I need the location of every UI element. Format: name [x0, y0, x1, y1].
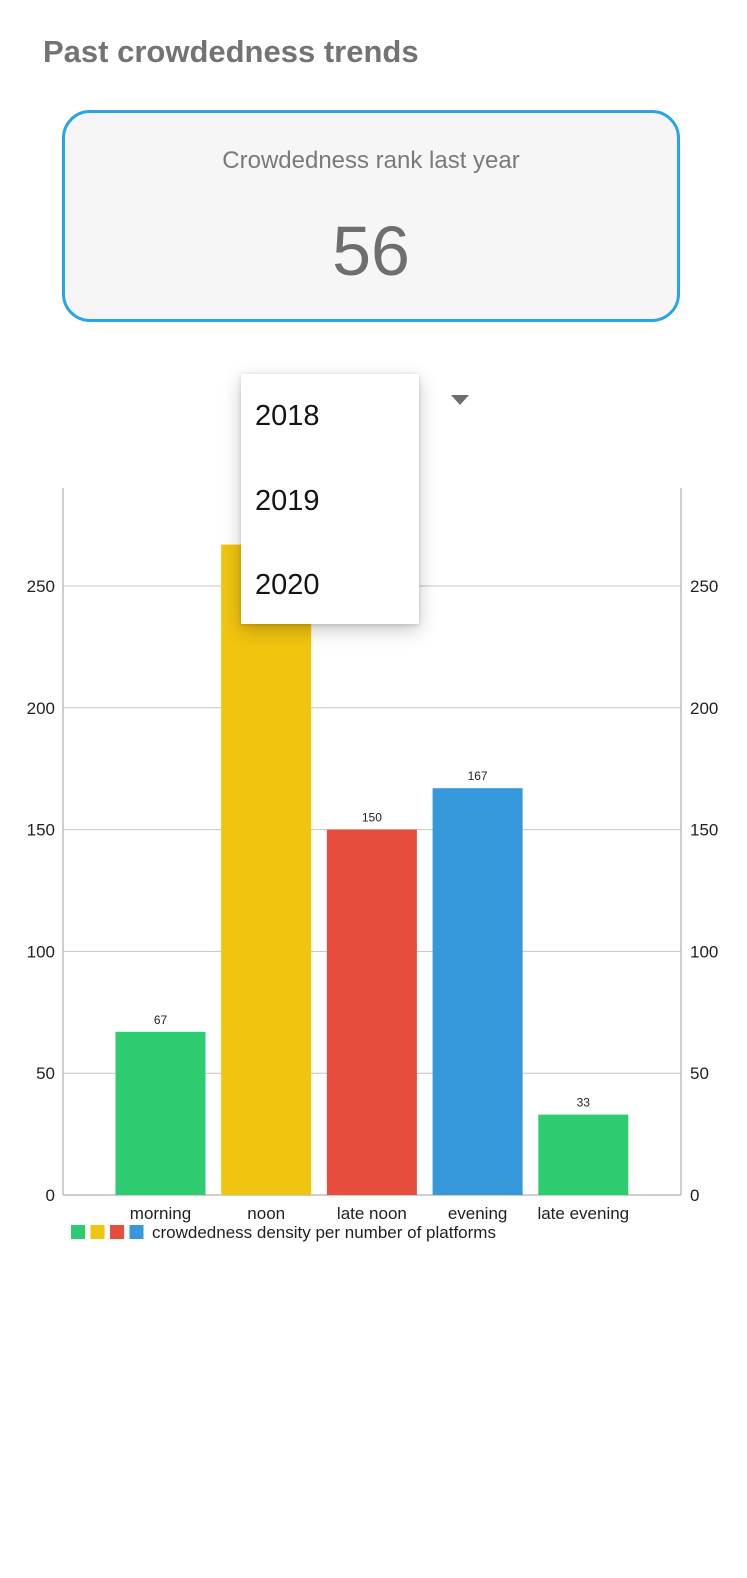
y-tick-label-left: 50 — [36, 1064, 55, 1083]
y-tick-label-left: 250 — [27, 577, 55, 596]
legend-swatch — [90, 1225, 105, 1239]
year-option-2018[interactable]: 2018 — [255, 400, 320, 432]
x-tick-label: late noon — [337, 1204, 407, 1223]
bar-morning — [115, 1031, 206, 1195]
bar-value-label: 67 — [154, 1013, 168, 1027]
legend-swatch — [110, 1225, 124, 1239]
page-title: Past crowdedness trends — [43, 34, 419, 69]
y-tick-label-right: 250 — [690, 577, 718, 596]
chevron-down-icon[interactable] — [451, 395, 469, 405]
legend-label: crowdedness density per number of platfo… — [152, 1223, 496, 1242]
x-tick-label: noon — [247, 1204, 285, 1223]
bar-value-label: 167 — [468, 769, 488, 783]
y-tick-label-left: 150 — [27, 821, 55, 840]
rank-label: Crowdedness rank last year — [222, 147, 520, 174]
y-tick-label-right: 50 — [690, 1064, 709, 1083]
y-tick-label-right: 200 — [690, 699, 718, 718]
bar-evening — [432, 788, 523, 1195]
bar-noon — [221, 544, 312, 1195]
x-tick-label: late evening — [537, 1204, 629, 1223]
bar-late-evening — [538, 1114, 629, 1195]
legend-swatch — [71, 1225, 85, 1239]
rank-card: Crowdedness rank last year 56 — [62, 110, 680, 322]
y-tick-label-right: 150 — [690, 821, 718, 840]
y-tick-label-left: 200 — [27, 699, 55, 718]
x-tick-label: morning — [130, 1204, 191, 1223]
y-tick-label-right: 100 — [690, 942, 718, 961]
y-tick-label-left: 0 — [46, 1186, 55, 1205]
y-tick-label-right: 0 — [690, 1186, 699, 1205]
bar-late-noon — [326, 829, 417, 1195]
bar-value-label: 150 — [362, 811, 382, 825]
y-tick-label-left: 100 — [27, 942, 55, 961]
legend-swatch — [129, 1225, 144, 1239]
bar-value-label: 33 — [577, 1096, 591, 1110]
rank-value: 56 — [332, 212, 410, 290]
year-option-2019[interactable]: 2019 — [255, 484, 320, 517]
crowdedness-bar-chart: 0 0 50 50 100 100 150 150 200 200 250 250 67 morning n… — [27, 488, 718, 1242]
year-option-2020[interactable]: 2020 — [255, 569, 320, 601]
year-dropdown-menu: 2018 2019 2020 — [241, 374, 419, 624]
x-tick-label: evening — [448, 1204, 508, 1223]
